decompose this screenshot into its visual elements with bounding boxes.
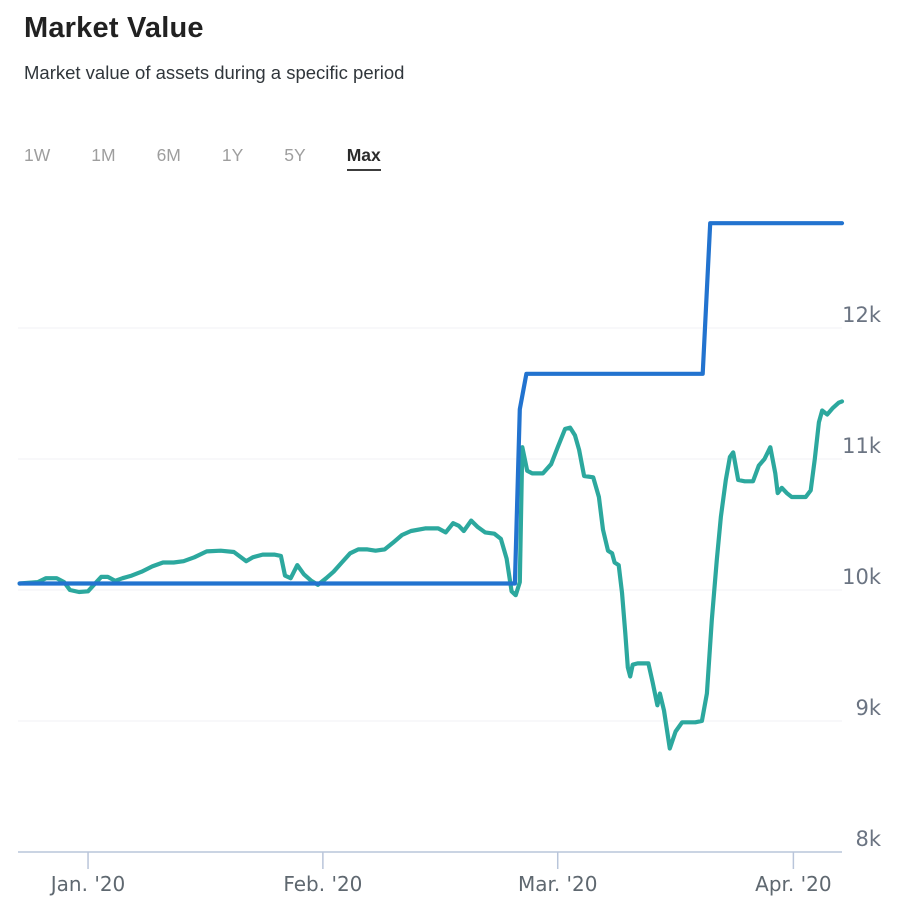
range-option-5y[interactable]: 5Y [284, 145, 306, 165]
page-title: Market Value [24, 12, 204, 44]
svg-text:Apr. '20: Apr. '20 [755, 872, 831, 896]
range-option-max[interactable]: Max [346, 145, 381, 171]
range-option-1y[interactable]: 1Y [221, 145, 244, 165]
svg-text:9k: 9k [855, 696, 881, 720]
svg-text:Mar. '20: Mar. '20 [518, 872, 598, 896]
page-subtitle: Market value of assets during a specific… [24, 62, 405, 83]
range-option-1m[interactable]: 1M [91, 145, 116, 165]
range-option-6m[interactable]: 6M [156, 145, 181, 165]
range-selector: 1W 1M 6M 1Y 5Y Max [24, 145, 381, 171]
svg-text:10k: 10k [842, 565, 882, 589]
svg-text:Feb. '20: Feb. '20 [283, 872, 362, 896]
svg-text:Jan. '20: Jan. '20 [49, 872, 126, 896]
svg-text:11k: 11k [842, 434, 882, 458]
svg-text:8k: 8k [855, 827, 881, 851]
range-option-1w[interactable]: 1W [24, 145, 51, 165]
svg-text:12k: 12k [842, 303, 882, 327]
